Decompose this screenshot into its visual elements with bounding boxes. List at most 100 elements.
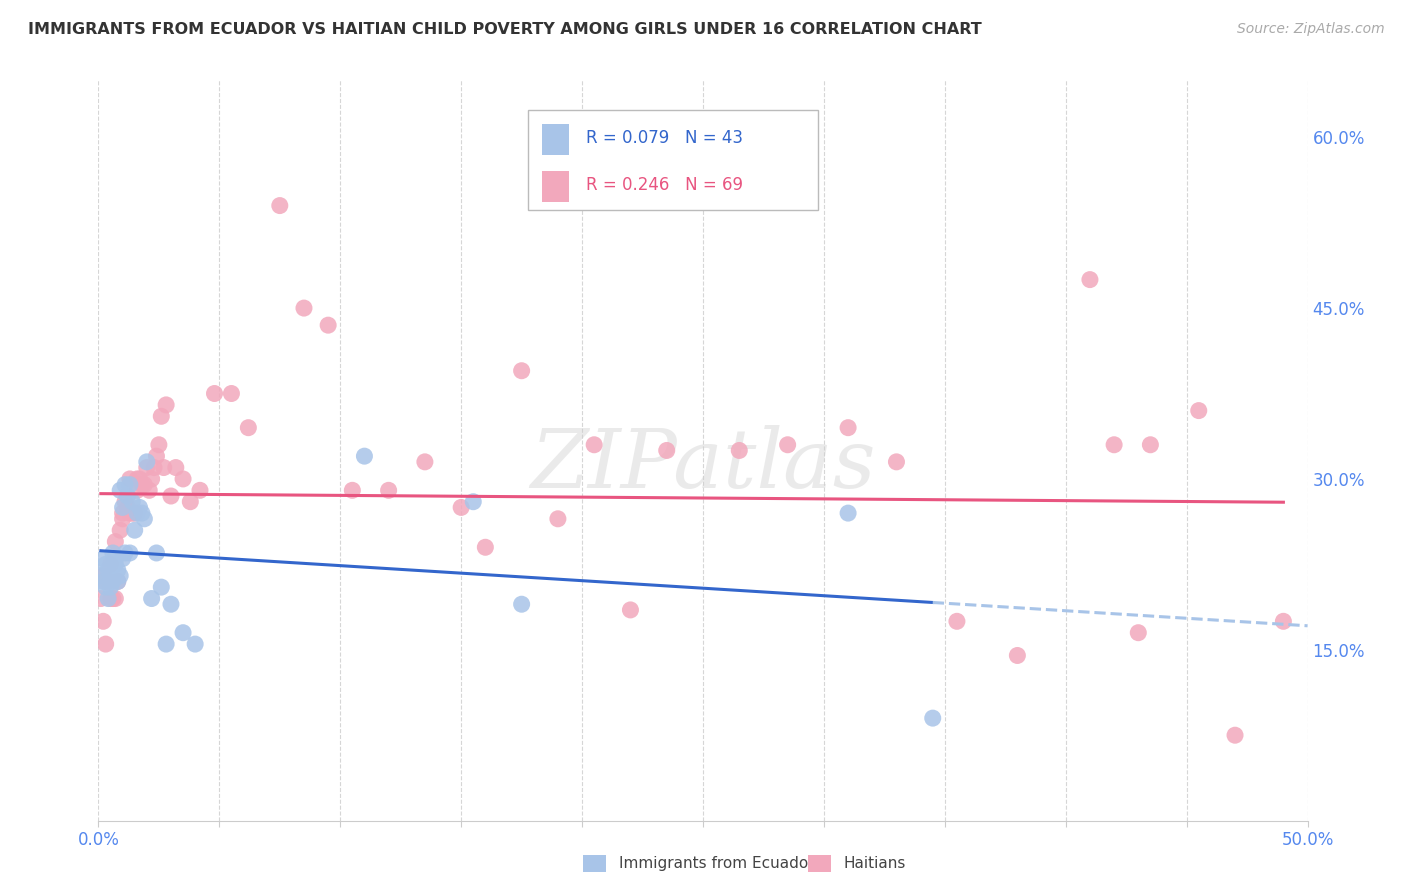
Point [124, 506, 146, 520]
Text: IMMIGRANTS FROM ECUADOR VS HAITIAN CHILD POVERTY AMONG GIRLS UNDER 16 CORRELATIO: IMMIGRANTS FROM ECUADOR VS HAITIAN CHILD… [28, 22, 981, 37]
Point [118, 546, 141, 560]
Point [160, 489, 183, 503]
Point [128, 472, 150, 486]
Point [107, 574, 129, 589]
Text: R = 0.246   N = 69: R = 0.246 N = 69 [586, 176, 742, 194]
Point [118, 472, 141, 486]
Point [160, 597, 183, 611]
Point [104, 551, 127, 566]
Point [114, 494, 136, 508]
Point [1078, 272, 1101, 286]
Point [155, 637, 177, 651]
Point [655, 443, 678, 458]
Point [111, 506, 134, 520]
Point [837, 506, 859, 520]
Point [108, 483, 131, 498]
Point [101, 546, 124, 560]
Point [104, 558, 127, 572]
Point [1272, 615, 1295, 629]
Point [117, 500, 139, 515]
Point [134, 477, 156, 491]
Point [94, 574, 117, 589]
Point [117, 489, 139, 503]
Point [107, 563, 129, 577]
Point [104, 534, 127, 549]
Point [121, 506, 143, 520]
Point [1139, 438, 1161, 452]
Point [114, 477, 136, 491]
Point [1102, 438, 1125, 452]
Point [184, 637, 207, 651]
Text: ZIPatlas: ZIPatlas [530, 425, 876, 505]
Point [124, 523, 146, 537]
Point [179, 494, 201, 508]
Text: Immigrants from Ecuador: Immigrants from Ecuador [619, 856, 814, 871]
Point [131, 506, 153, 520]
Point [150, 409, 173, 424]
Point [152, 460, 174, 475]
Point [138, 483, 160, 498]
Point [1188, 403, 1211, 417]
Point [583, 438, 606, 452]
Point [114, 546, 136, 560]
Point [150, 580, 173, 594]
Point [1007, 648, 1029, 663]
Point [101, 574, 124, 589]
Point [886, 455, 908, 469]
Point [94, 637, 117, 651]
Point [510, 597, 533, 611]
Point [135, 460, 157, 475]
Point [127, 483, 149, 498]
Point [172, 625, 194, 640]
Point [91, 551, 114, 566]
Point [128, 500, 150, 515]
Point [97, 563, 120, 577]
Point [155, 398, 177, 412]
Point [269, 198, 291, 212]
Point [97, 574, 120, 589]
Point [94, 558, 117, 572]
Bar [543, 170, 569, 202]
Point [316, 318, 339, 333]
Point [238, 420, 260, 434]
Point [921, 711, 943, 725]
Point [172, 472, 194, 486]
Point [837, 420, 859, 434]
Point [946, 615, 969, 629]
Point [510, 364, 533, 378]
Point [111, 512, 134, 526]
Point [91, 574, 114, 589]
Point [474, 541, 496, 555]
Point [108, 523, 131, 537]
Point [108, 568, 131, 582]
Bar [543, 124, 569, 155]
Point [134, 512, 156, 526]
Point [342, 483, 364, 498]
Point [90, 591, 112, 606]
Point [121, 494, 143, 508]
Point [100, 558, 122, 572]
Point [127, 472, 149, 486]
Text: Source: ZipAtlas.com: Source: ZipAtlas.com [1237, 22, 1385, 37]
Point [353, 449, 375, 463]
Point [131, 477, 153, 491]
Point [1223, 728, 1246, 742]
Point [111, 551, 134, 566]
Point [111, 500, 134, 515]
Point [377, 483, 399, 498]
Point [1128, 625, 1150, 640]
Point [143, 460, 166, 475]
Point [221, 386, 243, 401]
Point [188, 483, 211, 498]
Point [91, 568, 114, 582]
Point [91, 615, 114, 629]
Point [292, 301, 315, 315]
Point [118, 506, 141, 520]
Point [107, 574, 129, 589]
Point [97, 591, 120, 606]
Point [90, 568, 112, 582]
Point [728, 443, 751, 458]
Text: R = 0.079   N = 43: R = 0.079 N = 43 [586, 128, 742, 147]
Point [547, 512, 569, 526]
Point [100, 591, 122, 606]
